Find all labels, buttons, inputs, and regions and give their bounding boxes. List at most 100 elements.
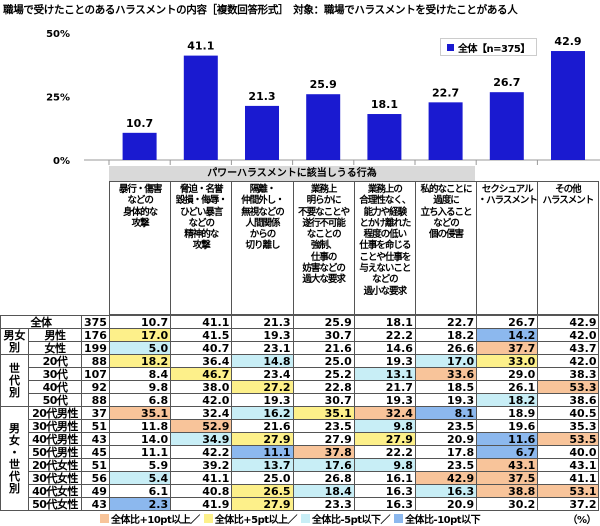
- value-cell: 42.9: [414, 471, 478, 485]
- value-cell: 19.3: [353, 354, 416, 368]
- value-cell: 16.3: [353, 497, 416, 511]
- row-label: 30代男性: [28, 419, 82, 433]
- value-cell: 26.5: [231, 484, 294, 498]
- legend-swatch: [301, 514, 311, 523]
- column-header: 暴行・傷害 などの 身体的な 攻撃: [109, 181, 171, 315]
- table-row: 男女 別男性 176 17.0 41.5 19.3 30.7 22.2 18.2 14.2 42.…: [0, 328, 600, 355]
- value-cell: 26.8: [292, 471, 355, 485]
- bar: [306, 94, 341, 160]
- legend-swatch: [203, 514, 213, 523]
- value-cell: 18.9: [476, 406, 539, 420]
- value-cell: 42.0: [170, 393, 233, 407]
- sample-size: 375: [81, 315, 110, 329]
- table-row: 50代 88 6.8 42.0 19.3 30.7 19.3 19.3 18.2 38.6: [1, 393, 600, 407]
- sample-size: 45: [81, 445, 110, 459]
- value-cell: 42.0: [537, 328, 600, 342]
- value-cell: 40.7: [170, 341, 233, 355]
- legend-swatch: [100, 514, 109, 523]
- sample-size: 88: [81, 354, 110, 368]
- value-cell: 39.2: [170, 458, 233, 472]
- highlight-legend-item: 全体比+10pt以上／: [100, 511, 200, 526]
- value-cell: 22.7: [414, 315, 478, 329]
- group-label: 世 代 別: [0, 354, 29, 407]
- y-tick-label: 25%: [46, 93, 70, 104]
- table-row: 20代女性 51 5.9 39.2 13.7 17.6 9.8 23.5 43.1 43.1: [1, 458, 600, 472]
- value-cell: 30.7: [292, 328, 355, 342]
- value-cell: 25.0: [231, 471, 294, 485]
- legend-text: 全体比-10pt以下: [405, 515, 481, 526]
- value-cell: 23.5: [414, 419, 478, 433]
- value-cell: 23.5: [414, 458, 478, 472]
- value-cell: 9.8: [108, 380, 172, 394]
- value-cell: 22.8: [292, 380, 355, 394]
- group-label: 男 女 ・ 世 代 別: [0, 406, 29, 511]
- value-cell: 19.3: [353, 393, 416, 407]
- bar: [489, 92, 524, 160]
- column-header: 業務上の 合理性なく、 能力や経験 とかけ離れた 程度の低い 仕事を命じる こと…: [353, 181, 415, 315]
- value-cell: 35.1: [108, 406, 172, 420]
- footer: 全体比+10pt以上／ 全体比+5pt以上／ 全体比-5pt以下／ 全体比-10pt以…: [100, 511, 600, 526]
- column-header: セクシュアル ・ハラスメント: [476, 181, 538, 315]
- value-cell: 42.9: [537, 315, 600, 329]
- value-cell: 53.5: [537, 432, 600, 446]
- column-headers: 暴行・傷害 などの 身体的な 攻撃 脅迫・名誉 毀損・侮辱・ ひどい暴言 などの …: [109, 181, 599, 315]
- column-header: 隔離・ 仲間外し・ 無視などの 人間関係 からの 切り離し: [231, 181, 293, 315]
- value-cell: 14.8: [231, 354, 294, 368]
- value-cell: 16.3: [414, 484, 478, 498]
- value-cell: 32.4: [170, 406, 233, 420]
- sample-size: 92: [81, 380, 110, 394]
- bar: [245, 105, 279, 160]
- value-cell: 38.8: [476, 484, 539, 498]
- value-cell: 18.1: [353, 315, 416, 329]
- data-label: 42.9: [554, 35, 581, 48]
- value-cell: 40.0: [537, 445, 600, 459]
- sample-size: 56: [81, 471, 110, 485]
- value-cell: 17.0: [108, 328, 172, 342]
- value-cell: 38.6: [537, 393, 600, 407]
- value-cell: 6.8: [108, 393, 172, 407]
- highlight-legend-item: 全体比-5pt以下／: [301, 511, 391, 526]
- data-label: 22.7: [432, 86, 459, 99]
- value-cell: 42.2: [170, 445, 233, 459]
- value-cell: 41.9: [170, 497, 233, 511]
- value-cell: 52.9: [170, 419, 233, 433]
- table-row: 40代女性 49 6.1 40.8 26.5 18.4 16.3 16.3 38.8 53.1: [1, 484, 600, 498]
- value-cell: 18.4: [292, 484, 355, 498]
- value-cell: 6.7: [476, 445, 539, 459]
- legend-swatch: [447, 43, 454, 51]
- value-cell: 27.9: [231, 497, 294, 511]
- value-cell: 9.8: [353, 419, 416, 433]
- row-label: 20代男性: [28, 406, 82, 420]
- value-cell: 41.5: [170, 328, 233, 342]
- value-cell: 20.9: [414, 497, 478, 511]
- value-cell: 8.4: [108, 367, 172, 381]
- value-cell: 23.4: [231, 367, 294, 381]
- value-cell: 38.0: [170, 380, 233, 394]
- highlight-legend-item: 全体比-10pt以下: [394, 511, 481, 526]
- value-cell: 13.7: [231, 458, 294, 472]
- table-row: 男 女 ・ 世 代 別 20代男性 37 35.1 32.4 16.2 35.1 32.4 8.…: [0, 406, 600, 511]
- value-cell: 19.3: [231, 328, 294, 342]
- group-label: 男女 別: [0, 328, 29, 355]
- row-label: 40代男性: [28, 432, 82, 446]
- value-cell: 5.9: [108, 458, 172, 472]
- legend-text: 全体比+5pt以上／: [214, 515, 298, 526]
- bar-chart: 0% 25% 50% 10.7 41.1 21.3 25.9 18.1 22.7 26.7 42.9: [46, 29, 600, 166]
- value-cell: 27.9: [231, 432, 294, 446]
- legend-text: 全体比-5pt以下／: [312, 515, 391, 526]
- sample-size: 51: [81, 419, 110, 433]
- value-cell: 2.3: [108, 497, 172, 511]
- sample-size: 176: [81, 328, 110, 342]
- value-cell: 16.2: [231, 406, 294, 420]
- value-cell: 30.2: [476, 497, 539, 511]
- row-label: 女性: [28, 341, 82, 355]
- table-row: 30代 107 8.4 46.7 23.4 25.2 13.1 33.6 29.0 38.3: [1, 367, 600, 381]
- value-cell: 27.9: [292, 432, 355, 446]
- value-cell: 23.5: [292, 419, 355, 433]
- data-table: 全体 375 10.7 41.1 21.3 25.9 18.1 22.7 26.7 42.9 男女 …: [0, 315, 600, 511]
- value-cell: 35.1: [292, 406, 355, 420]
- value-cell: 43.1: [476, 458, 539, 472]
- sample-size: 49: [81, 484, 110, 498]
- value-cell: 23.1: [231, 341, 294, 355]
- chart-legend: 全体【n=375】: [440, 38, 537, 56]
